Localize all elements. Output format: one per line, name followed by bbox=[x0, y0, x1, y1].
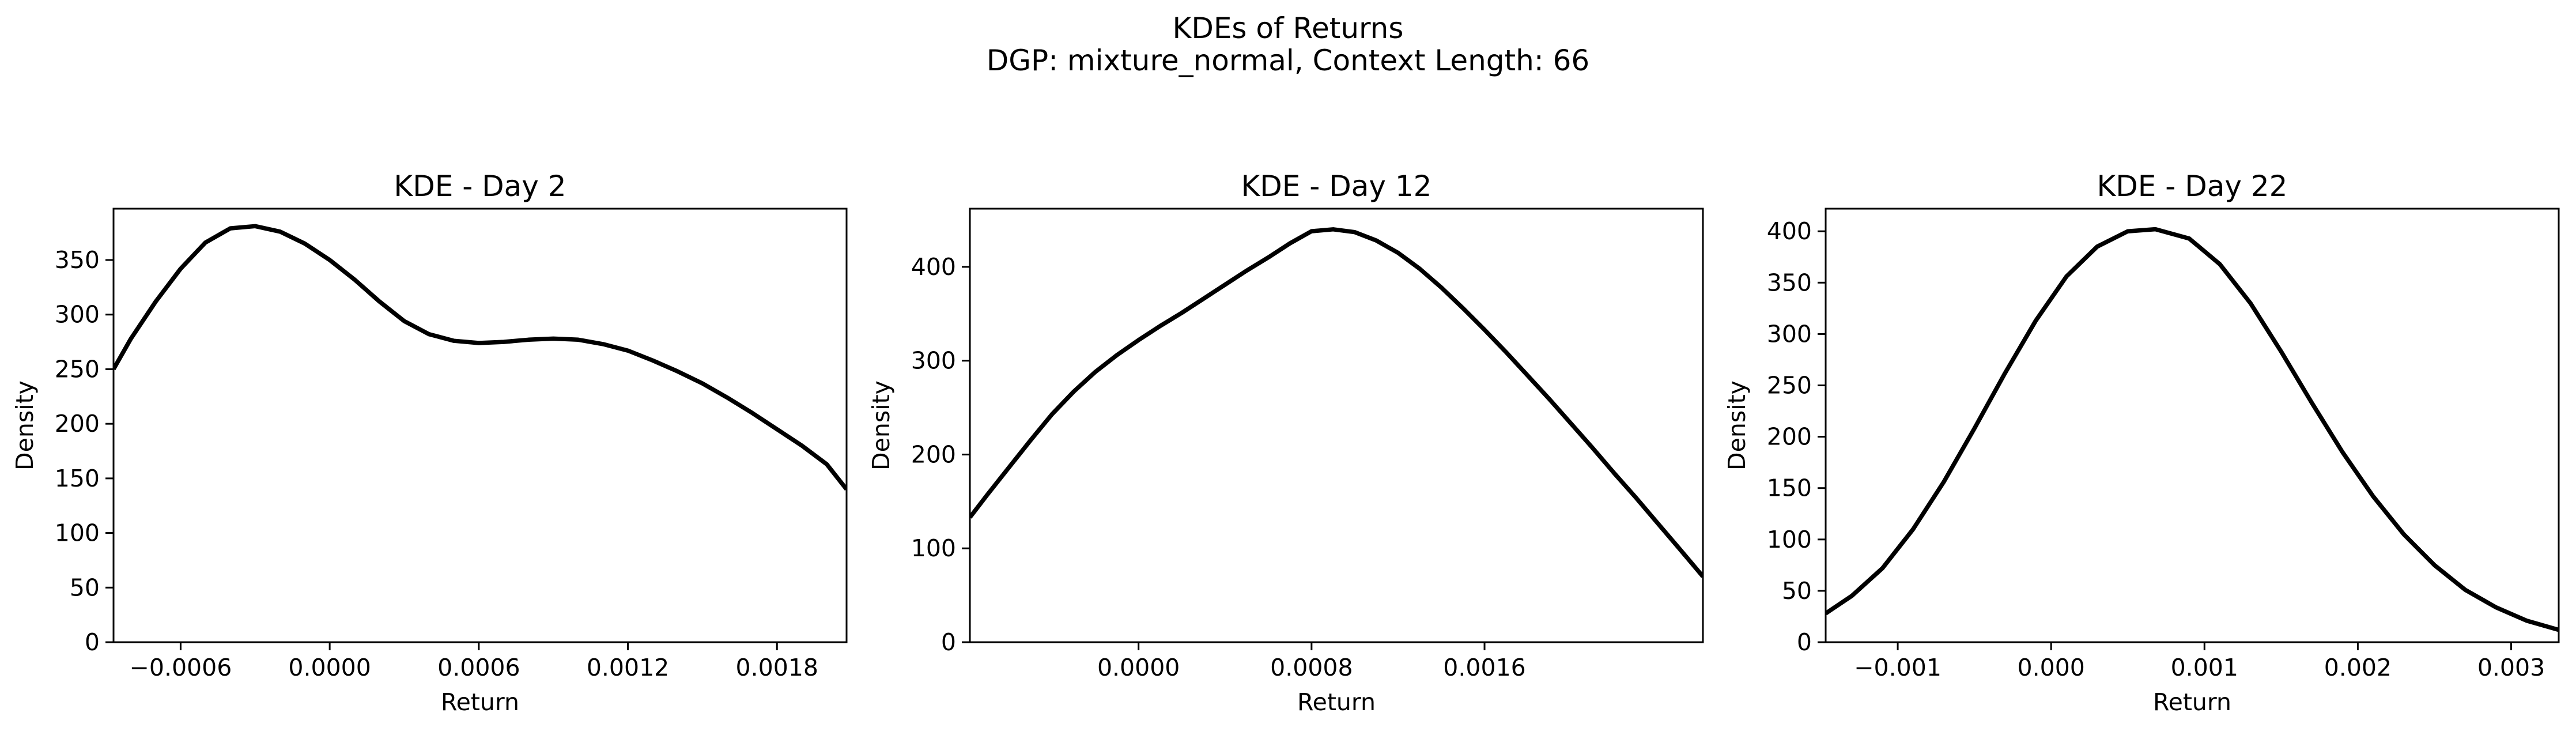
panel-title: KDE - Day 2 bbox=[394, 169, 566, 203]
figure-title-line2: DGP: mixture_normal, Context Length: 66 bbox=[987, 44, 1589, 77]
y-axis-label: Density bbox=[867, 380, 895, 470]
x-tick-label: 0.001 bbox=[2171, 654, 2238, 681]
panel-title: KDE - Day 12 bbox=[1241, 169, 1432, 203]
y-axis-label: Density bbox=[1723, 380, 1751, 470]
plot-frame bbox=[1825, 208, 2560, 643]
panel-title: KDE - Day 22 bbox=[2097, 169, 2288, 203]
x-tick-label: 0.0016 bbox=[1443, 654, 1525, 681]
x-tick-label: 0.0006 bbox=[437, 654, 520, 681]
y-tick-label: 100 bbox=[1767, 526, 1812, 553]
x-tick-label: 0.003 bbox=[2477, 654, 2545, 681]
x-axis-label: Return bbox=[1297, 688, 1376, 716]
x-tick-label: 0.0000 bbox=[1097, 654, 1180, 681]
y-tick-label: 300 bbox=[1767, 320, 1812, 348]
y-tick-label: 350 bbox=[55, 246, 100, 274]
x-axis-label: Return bbox=[441, 688, 519, 716]
y-tick-label: 150 bbox=[1767, 474, 1812, 502]
plot-frame bbox=[112, 208, 848, 643]
x-tick-label: 0.0012 bbox=[587, 654, 669, 681]
y-tick-label: 0 bbox=[85, 628, 100, 656]
x-tick-label: 0.000 bbox=[2017, 654, 2084, 681]
x-axis-label: Return bbox=[2153, 688, 2231, 716]
x-tick-label: 0.0008 bbox=[1270, 654, 1353, 681]
kde-series-line bbox=[1826, 227, 2559, 632]
x-tick-label: 0.0018 bbox=[736, 654, 818, 681]
kde-panel-day-2: KDE - Day 2 Return Density −0.0006 0.0000… bbox=[11, 169, 848, 716]
y-tick-label: 100 bbox=[911, 534, 956, 562]
y-tick-label: 400 bbox=[911, 253, 956, 281]
y-tick-label: 250 bbox=[1767, 372, 1812, 399]
kde-series-line bbox=[114, 224, 847, 491]
x-tick-label: 0.002 bbox=[2324, 654, 2392, 681]
y-tick-label: 300 bbox=[55, 301, 100, 329]
y-tick-label: 200 bbox=[55, 410, 100, 438]
y-tick-label: 250 bbox=[55, 355, 100, 383]
y-tick-label: 150 bbox=[55, 465, 100, 492]
figure-title-line1: KDEs of Returns bbox=[1173, 12, 1404, 45]
y-tick-label: 300 bbox=[911, 347, 956, 375]
y-tick-label: 200 bbox=[911, 440, 956, 468]
y-axis-label: Density bbox=[11, 380, 39, 470]
y-tick-label: 0 bbox=[941, 628, 956, 656]
x-tick-label: 0.0000 bbox=[288, 654, 371, 681]
kde-series-line bbox=[970, 227, 1703, 578]
plot-frame bbox=[969, 208, 1704, 643]
kde-panel-day-12: KDE - Day 12 Return Density 0.0000 0.0008… bbox=[867, 169, 1704, 716]
y-tick-label: 0 bbox=[1797, 628, 1812, 656]
y-tick-label: 400 bbox=[1767, 217, 1812, 245]
y-tick-label: 350 bbox=[1767, 269, 1812, 296]
y-tick-label: 50 bbox=[1782, 577, 1812, 605]
x-tick-label: −0.0006 bbox=[130, 654, 232, 681]
y-tick-label: 100 bbox=[55, 519, 100, 547]
x-tick-label: −0.001 bbox=[1854, 654, 1942, 681]
y-tick-label: 50 bbox=[70, 574, 100, 601]
kde-panel-day-22: KDE - Day 22 Return Density −0.001 0.000 0… bbox=[1723, 169, 2560, 716]
y-tick-label: 200 bbox=[1767, 423, 1812, 451]
